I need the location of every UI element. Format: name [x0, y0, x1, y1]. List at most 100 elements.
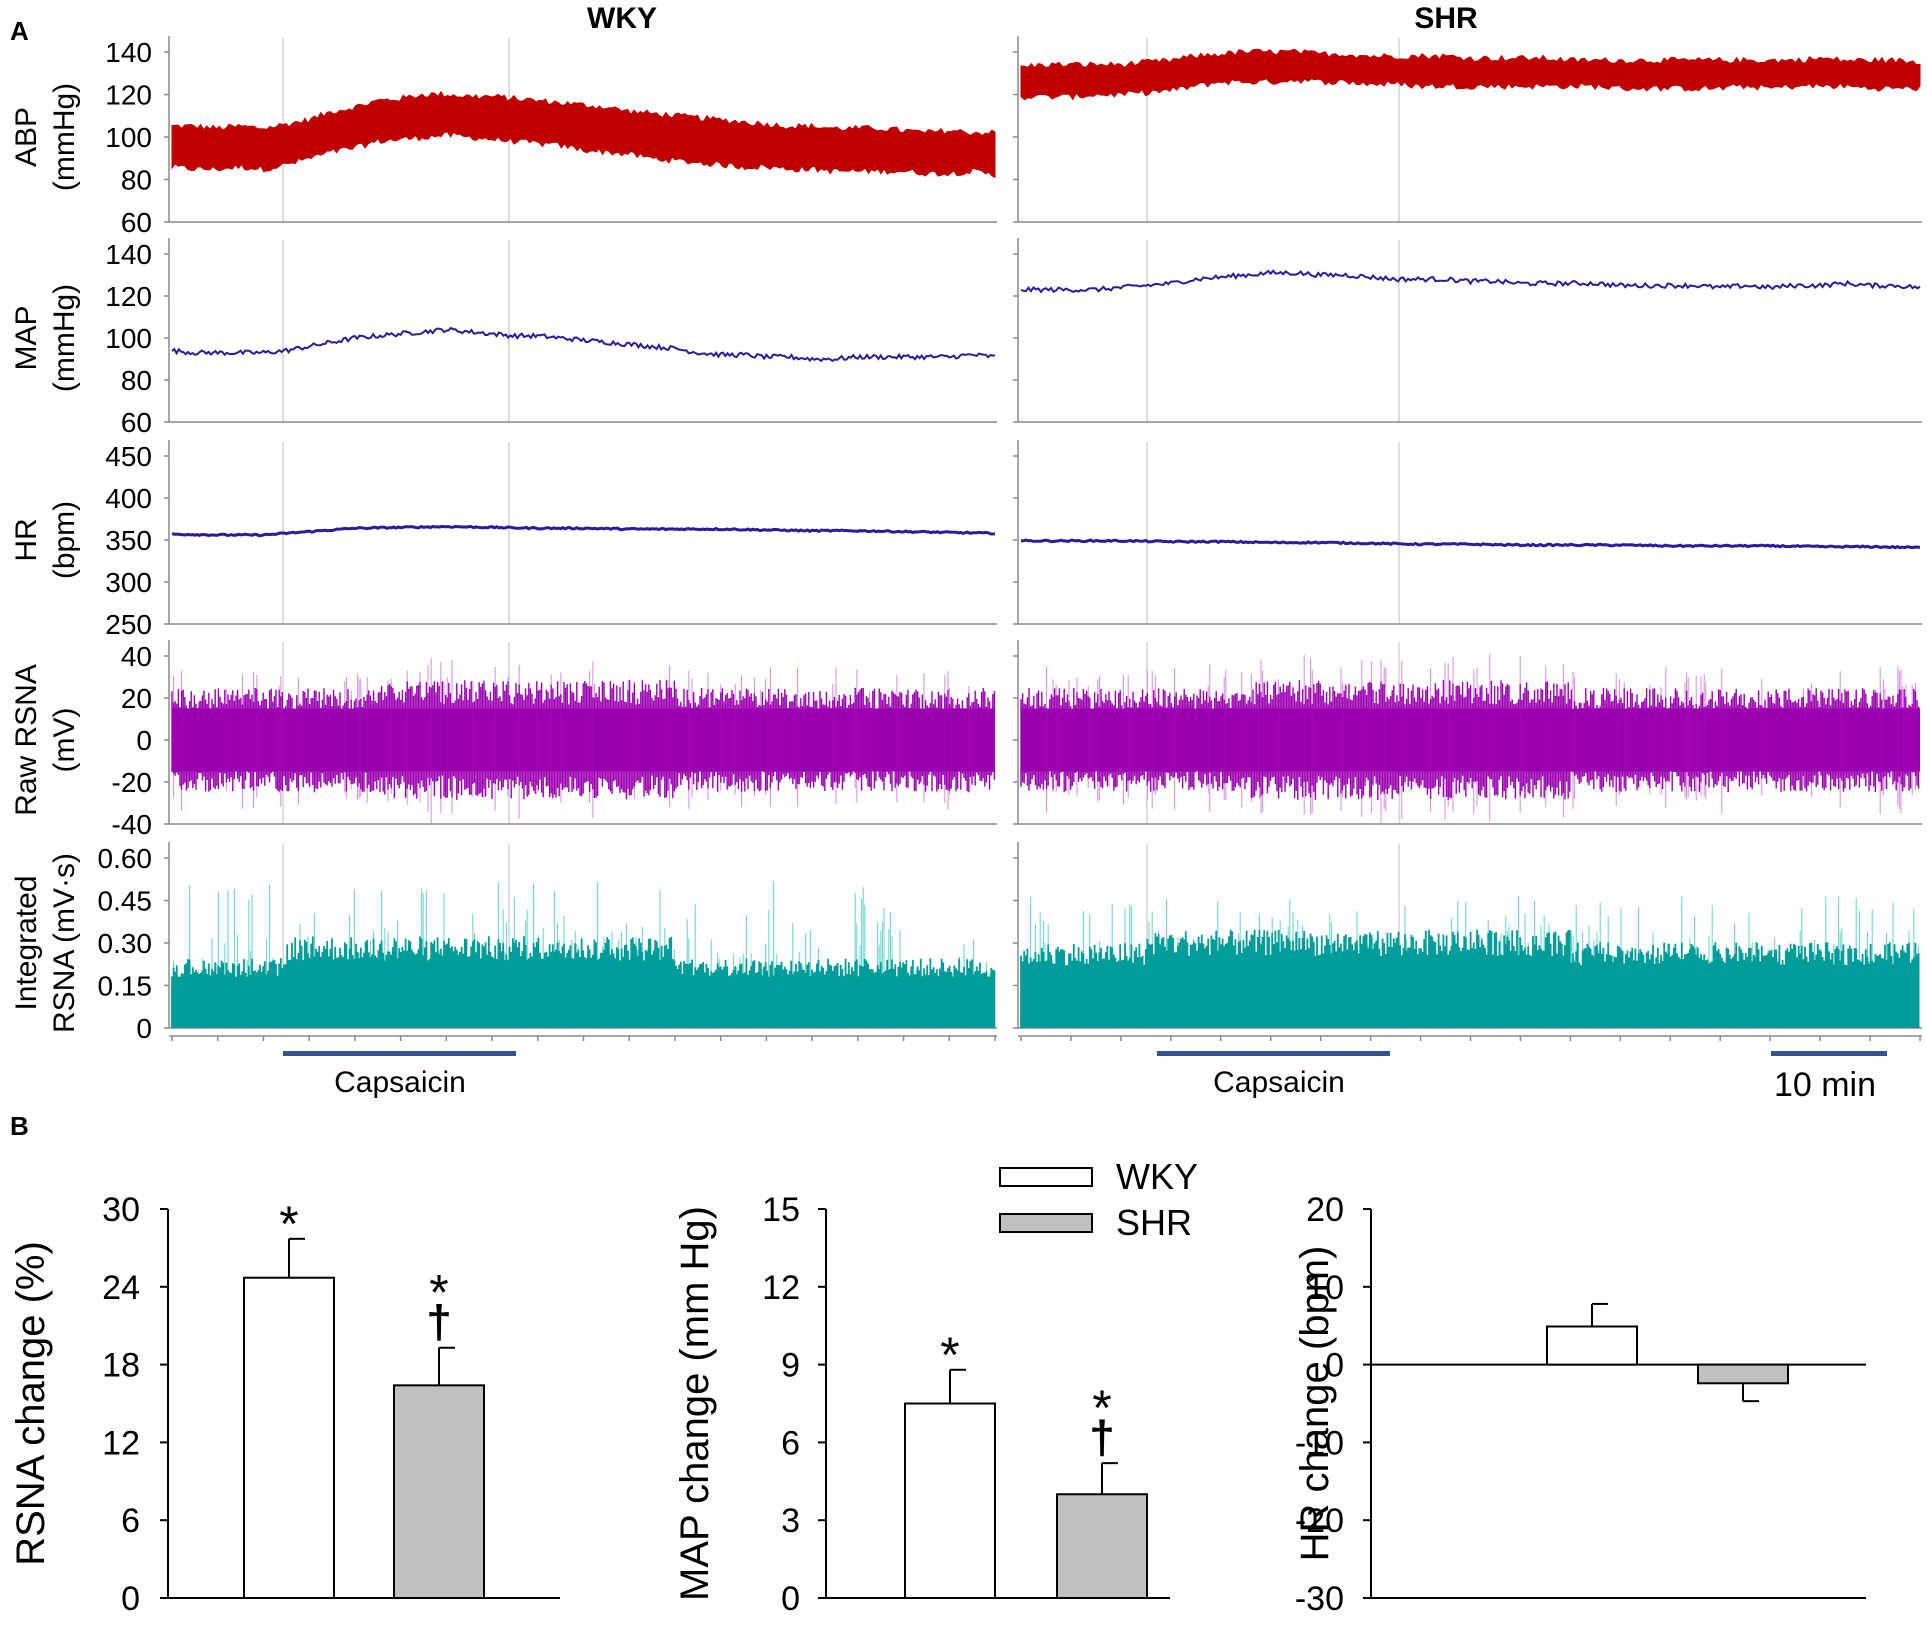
legend-label-shr: SHR — [1116, 1202, 1192, 1243]
hr-ytick: 350 — [105, 525, 152, 556]
axis — [1017, 238, 1922, 423]
map-row: MAP (mmHg) 140 120 100 80 60 — [10, 238, 1922, 438]
hr-ytick: 300 — [105, 567, 152, 598]
dagger-annotation: † — [426, 1296, 452, 1348]
integrated_rsna-row: Integrated RSNA (mV·s) 0.60 0.45 0.30 0.15 0 — [10, 842, 1922, 1044]
ytick-label: -20 — [1295, 1502, 1344, 1540]
dagger-annotation: † — [1089, 1411, 1115, 1463]
ytick-label: 24 — [102, 1269, 140, 1307]
hr-change-chart: HR change (bpm) 20 10 0 -10 -20 -30 — [1293, 1191, 1866, 1618]
ytick-label: 12 — [102, 1424, 140, 1462]
hr-ytick: 450 — [105, 441, 152, 472]
bar-wky — [1546, 1325, 1638, 1366]
abp-ytick: 100 — [105, 122, 152, 153]
abp-ytick: 80 — [121, 165, 152, 196]
bar-shr — [1697, 1363, 1789, 1385]
integrated_rsna-ytick: 0.60 — [98, 843, 153, 874]
asterisk-annotation: * — [1092, 1380, 1111, 1436]
raw_rsna-ytick: -20 — [112, 767, 152, 798]
map-trace-shr — [1013, 238, 1922, 423]
bar-shr — [1056, 1493, 1148, 1600]
legend-label-wky: WKY — [1116, 1156, 1198, 1197]
abp-ytick: 60 — [121, 207, 152, 238]
axis — [1017, 440, 1922, 625]
ytick-label: 12 — [762, 1269, 800, 1307]
abp-row: ABP (mmHg) 140 120 100 80 60 — [10, 36, 1922, 238]
time-axes — [169, 1035, 1922, 1041]
scale-bar-label: 10 min — [1774, 1066, 1876, 1104]
abp-band-shr — [1020, 48, 1921, 101]
group-title-shr: SHR — [1414, 2, 1478, 35]
asterisk-annotation: * — [279, 1196, 298, 1252]
capsaicin-label-shr: Capsaicin — [1213, 1066, 1345, 1099]
integrated_rsna-ylabel-1: RSNA (mV·s) — [48, 853, 81, 1033]
abp-ytick: 120 — [105, 80, 152, 111]
hr-ylabel-0: HR — [10, 518, 43, 561]
ylabel: HR change (bpm) — [1293, 1246, 1337, 1562]
integrated_rsna-ylabel-0: Integrated — [10, 875, 43, 1010]
ytick-label: -30 — [1295, 1580, 1344, 1618]
ytick-label: 0 — [121, 1580, 140, 1618]
raw_rsna-trace-wky — [164, 640, 997, 825]
integrated-rsna-spikes-shr — [1030, 896, 1920, 965]
abp-trace-shr — [1013, 36, 1922, 223]
hr-ylabel-1: (bpm) — [48, 501, 81, 579]
hr-trace-wky — [164, 440, 997, 625]
hr-trace-shr — [1013, 440, 1922, 625]
ytick-label: 15 — [762, 1191, 800, 1229]
ylabel: RSNA change (%) — [9, 1241, 53, 1566]
map-trace-wky — [164, 238, 997, 423]
legend-swatch-wky — [999, 1167, 1093, 1187]
raw-rsna-trace-shr — [1020, 680, 1920, 800]
raw_rsna-ytick: 40 — [121, 641, 152, 672]
map-line-wky — [171, 326, 996, 363]
map-ytick: 100 — [105, 323, 152, 354]
abp-ylabel-0: ABP — [10, 107, 43, 167]
hr-row: HR (bpm) 450 400 350 300 250 — [10, 440, 1922, 640]
axis — [168, 238, 997, 423]
hr-line-wky — [171, 524, 996, 538]
raw_rsna-ytick: -40 — [112, 809, 152, 840]
abp-trace-wky — [164, 36, 997, 223]
ytick-label: 30 — [102, 1191, 140, 1229]
hr-line-shr — [1021, 538, 1921, 550]
integrated_rsna-ytick: 0.45 — [98, 886, 153, 917]
integrated-rsna-spikes-wky — [173, 881, 991, 977]
raw_rsna-trace-shr — [1013, 640, 1922, 825]
ytick-label: 10 — [1306, 1269, 1344, 1307]
raw_rsna-ylabel-0: Raw RSNA — [10, 664, 43, 816]
map-ytick: 60 — [121, 407, 152, 438]
map-ytick: 120 — [105, 281, 152, 312]
ytick-label: 3 — [781, 1502, 800, 1540]
hr-ytick: 250 — [105, 609, 152, 640]
ytick-label: 6 — [781, 1424, 800, 1462]
asterisk-annotation: * — [429, 1265, 448, 1321]
ytick-label: 6 — [121, 1502, 140, 1540]
integrated_rsna-ytick: 0 — [136, 1013, 152, 1044]
map-ytick: 140 — [105, 239, 152, 270]
capsaicin-bar-wky — [283, 1051, 516, 1056]
panel-a-label: A — [10, 16, 29, 46]
abp-ylabel-1: (mmHg) — [48, 83, 81, 191]
integrated_rsna-ytick: 0.30 — [98, 928, 153, 959]
raw_rsna-row: Raw RSNA (mV) 40 20 0 -20 -40 — [10, 640, 1922, 840]
ytick-label: 0 — [781, 1580, 800, 1618]
asterisk-annotation: * — [940, 1327, 959, 1383]
integrated_rsna-ytick: 0.15 — [98, 971, 153, 1002]
raw-rsna-trace-wky — [171, 680, 996, 800]
raw_rsna-ytick: 20 — [121, 683, 152, 714]
hr-ytick: 400 — [105, 483, 152, 514]
ytick-label: 18 — [102, 1347, 140, 1385]
ytick-label: 0 — [1325, 1347, 1344, 1385]
map-ytick: 80 — [121, 365, 152, 396]
ylabel: MAP change (mm Hg) — [673, 1206, 717, 1601]
bar-wky — [904, 1402, 996, 1599]
ytick-label: 20 — [1306, 1191, 1344, 1229]
raw_rsna-ylabel-1: (mV) — [48, 708, 81, 773]
group-title-wky: WKY — [587, 2, 657, 35]
